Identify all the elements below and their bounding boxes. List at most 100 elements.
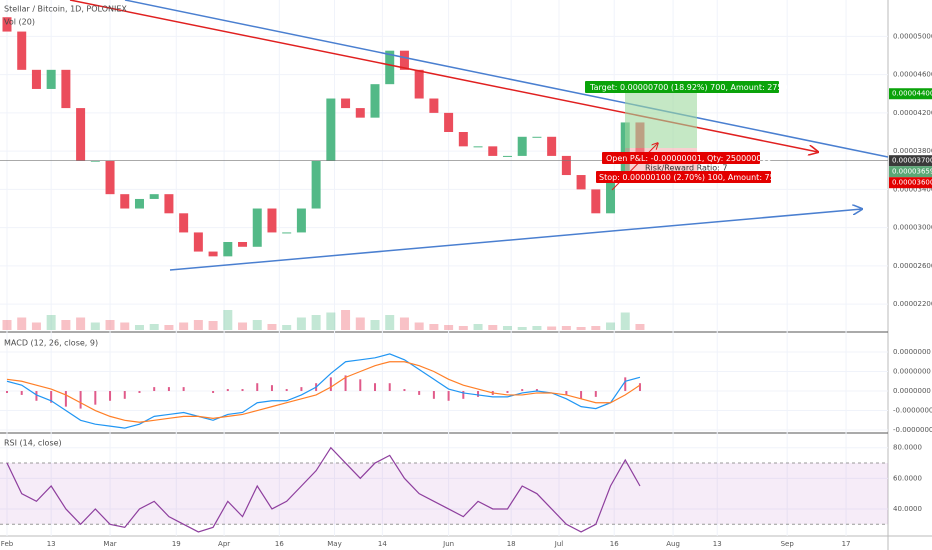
- macd-histogram-bar: [138, 391, 141, 393]
- volume-bar: [267, 324, 277, 330]
- macd-histogram-bar: [638, 383, 641, 392]
- ratio-label: Risk/Reward Ratio: 7: [645, 164, 727, 173]
- volume-bar: [429, 324, 439, 330]
- candle-body: [282, 232, 292, 234]
- macd-histogram-bar: [109, 391, 112, 401]
- candle-body: [355, 108, 365, 118]
- trend-line: [69, 0, 818, 152]
- candle-body: [576, 175, 586, 190]
- pl-label-box: [602, 152, 760, 164]
- macd-histogram-bar: [300, 387, 303, 392]
- candle-body: [399, 50, 409, 70]
- x-tick-label: 16: [610, 540, 619, 548]
- y-tick-label: 0.00003000: [893, 224, 932, 232]
- macd-histogram-bar: [462, 391, 465, 399]
- x-tick-label: Jun: [442, 540, 454, 548]
- volume-bar: [326, 312, 336, 330]
- candle-body: [414, 69, 424, 99]
- candle-body: [223, 242, 233, 257]
- volume-bar: [414, 322, 424, 330]
- volume-bar: [179, 322, 189, 330]
- volume-bar: [61, 320, 71, 330]
- volume-bar: [31, 322, 41, 330]
- candle-body: [473, 146, 483, 148]
- volume-bar: [635, 324, 645, 330]
- volume-bar: [444, 325, 454, 330]
- volume-title: Vol (20): [4, 18, 35, 27]
- candle-body: [2, 17, 12, 32]
- volume-bar: [473, 324, 483, 330]
- macd-histogram-bar: [432, 391, 435, 399]
- y-tick-label: 0.00005000: [893, 32, 932, 40]
- macd-histogram-bar: [226, 389, 229, 392]
- candle-body: [591, 189, 601, 214]
- volume-bar: [370, 320, 380, 330]
- candle-body: [179, 213, 189, 233]
- volume-bar: [17, 317, 27, 330]
- candle-body: [17, 31, 27, 70]
- volume-bar: [502, 326, 512, 330]
- macd-histogram-bar: [241, 389, 244, 392]
- y-tick-label: 0.00004200: [893, 109, 932, 117]
- rsi-line: [6, 446, 641, 533]
- candle-body: [341, 98, 351, 109]
- volume-bar: [193, 320, 203, 330]
- macd-histogram-bar: [535, 389, 538, 392]
- price-tag: [889, 177, 932, 189]
- candle-body: [31, 69, 41, 89]
- candle-body: [326, 98, 336, 161]
- candle-body: [606, 179, 616, 214]
- y-tick-label: 60.0000: [893, 474, 922, 482]
- volume-bar: [385, 315, 395, 330]
- x-tick-label: Mar: [103, 540, 116, 548]
- target-zone: [625, 84, 697, 148]
- volume-bar: [296, 317, 306, 330]
- volume-bar: [591, 326, 601, 330]
- candle-body: [76, 108, 86, 161]
- x-tick-label: 18: [507, 540, 516, 548]
- chart-title: Stellar / Bitcoin, 1D, POLONIEX: [4, 5, 127, 14]
- volume-bar: [576, 327, 586, 330]
- volume-bar: [134, 325, 144, 330]
- volume-bar: [164, 325, 174, 330]
- macd-histogram-bar: [256, 383, 259, 392]
- macd-histogram-bar: [79, 391, 82, 409]
- price-tag-label: 0.00003659: [892, 168, 932, 176]
- volume-bar: [606, 322, 616, 330]
- candle-body: [46, 69, 56, 89]
- candle-body: [547, 136, 557, 156]
- volume-bar: [105, 320, 115, 330]
- macd-histogram-bar: [359, 379, 362, 392]
- open-pl-label: Open P&L: -0.00000001, Qty: 250000000: [606, 154, 772, 163]
- candle-body: [120, 194, 130, 209]
- candle-body: [488, 146, 498, 156]
- macd-title: MACD (12, 26, close, 9): [4, 339, 98, 348]
- volume-bar: [90, 322, 100, 330]
- volume-bar: [238, 322, 248, 330]
- candle-body: [502, 155, 512, 157]
- macd-histogram-bar: [20, 391, 23, 395]
- volume-bar: [341, 310, 351, 330]
- y-tick-label: 0.0000000: [893, 348, 931, 356]
- macd-histogram-bar: [182, 387, 185, 392]
- price-tag: [889, 166, 932, 178]
- macd-histogram-bar: [94, 391, 97, 405]
- price-tag: [889, 88, 932, 100]
- macd-histogram-bar: [285, 389, 288, 392]
- candle-body: [134, 198, 144, 209]
- macd-histogram-bar: [6, 391, 8, 393]
- candle-body: [252, 208, 262, 247]
- candle-body: [429, 98, 439, 113]
- candle-body: [296, 208, 306, 233]
- drawings: Target: 0.00000700 (18.92%) 700, Amount:…: [69, 0, 889, 271]
- target-label-box: [585, 81, 779, 93]
- macd-histogram-bar: [374, 383, 377, 392]
- trend-line: [169, 209, 862, 271]
- macd-histogram-bar: [388, 383, 391, 392]
- price-tag-label: 0.00003600: [892, 179, 932, 187]
- y-tick-label: 0.00002200: [893, 300, 932, 308]
